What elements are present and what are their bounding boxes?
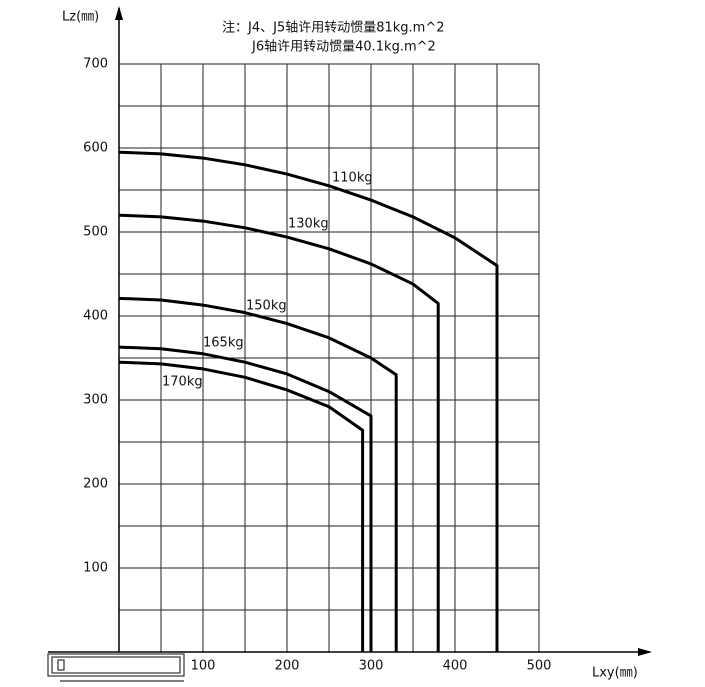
x-axis-label: Lxy(㎜) xyxy=(592,666,638,681)
y-axis-arrow xyxy=(115,6,123,20)
note: J6轴许用转动惯量40.1kg.m^2 xyxy=(251,39,436,55)
curve-label: 165kg xyxy=(203,336,244,351)
load-curve xyxy=(118,360,365,652)
curve-label: 150kg xyxy=(246,299,287,314)
y-tick-label: 100 xyxy=(83,561,108,576)
x-axis-arrow xyxy=(638,648,652,656)
y-axis-label: Lz(㎜) xyxy=(62,10,99,25)
y-tick-label: 400 xyxy=(83,309,108,324)
x-tick-label: 500 xyxy=(527,659,552,674)
load-curve xyxy=(118,345,373,652)
y-tick-label: 200 xyxy=(83,477,108,492)
x-tick-label: 200 xyxy=(275,659,300,674)
note: 注：J4、J5轴许用转动惯量81kg.m^2 xyxy=(222,20,445,36)
curve-label: 110kg xyxy=(332,171,373,186)
x-tick-label: 300 xyxy=(359,659,384,674)
y-tick-label: 700 xyxy=(83,57,108,72)
y-tick-label: 300 xyxy=(83,393,108,408)
robot-base xyxy=(47,653,185,682)
load-curve xyxy=(118,296,398,652)
x-tick-label: 400 xyxy=(443,659,468,674)
load-curve xyxy=(118,213,440,652)
curve-label: 130kg xyxy=(288,217,329,232)
y-tick-label: 600 xyxy=(83,141,108,156)
y-tick-label: 500 xyxy=(83,225,108,240)
curve-label: 170kg xyxy=(162,375,203,390)
x-tick-label: 100 xyxy=(191,659,216,674)
load-curve xyxy=(118,150,499,652)
